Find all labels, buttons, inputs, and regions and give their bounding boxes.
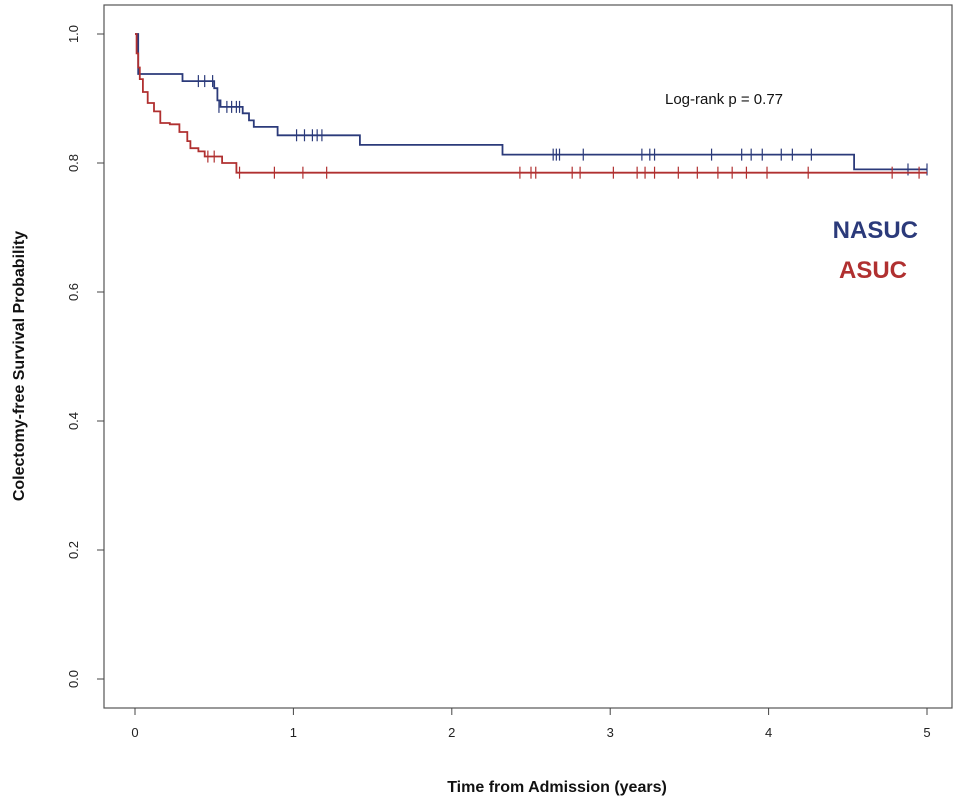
- y-tick-label: 0.2: [66, 541, 81, 559]
- y-tick-label: 1.0: [66, 25, 81, 43]
- log-rank-annotation: Log-rank p = 0.77: [665, 91, 783, 108]
- x-tick-label: 2: [448, 725, 455, 740]
- x-tick-label: 4: [765, 725, 772, 740]
- x-tick-label: 3: [607, 725, 614, 740]
- legend-label-asuc: ASUC: [839, 257, 907, 284]
- x-tick-label: 5: [923, 725, 930, 740]
- plot-frame: [103, 4, 953, 709]
- x-tick-label: 1: [290, 725, 297, 740]
- y-tick-label: 0.6: [66, 283, 81, 301]
- series-line-asuc: [135, 33, 927, 174]
- x-tick-label: 0: [131, 725, 138, 740]
- series-line-nasuc: [135, 33, 927, 171]
- y-axis-title: Colectomy-free Survival Probability: [11, 231, 28, 501]
- y-tick-label: 0.8: [66, 154, 81, 172]
- x-axis-title: Time from Admission (years): [447, 779, 667, 796]
- y-tick-label: 0.4: [66, 412, 81, 430]
- y-tick-label: 0.0: [66, 670, 81, 688]
- series-layer: [135, 33, 928, 179]
- y-axis: 0.0 0.2 0.4 0.6 0.8 1.0: [66, 25, 104, 688]
- x-axis: 0 1 2 3 4 5: [131, 708, 931, 740]
- legend-label-nasuc: NASUC: [833, 217, 918, 244]
